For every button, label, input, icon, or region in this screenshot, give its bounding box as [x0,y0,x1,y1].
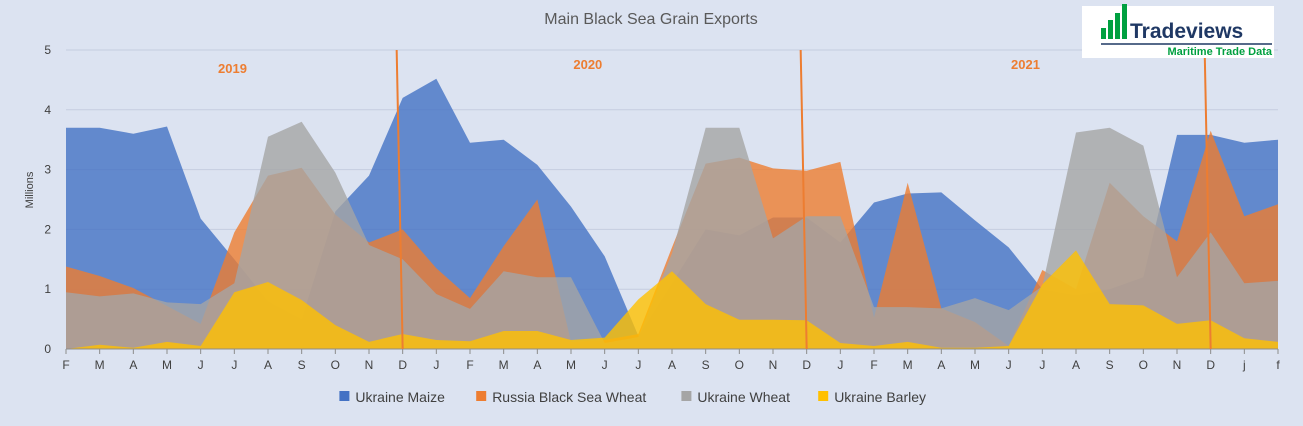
y-tick-label: 2 [44,222,51,236]
x-tick-label: F [62,358,69,372]
series-area-ukraine-barley [66,250,1278,349]
chart-title: Main Black Sea Grain Exports [544,11,757,28]
axes: 0 1 2 3 4 5 F M A M J J A S O N D J F M A M J J A S O N D J F M A M J J A S O N… [44,43,1280,372]
x-tick-label: D [1206,358,1215,372]
x-tick-label: S [702,358,710,372]
x-tick-label: M [566,358,576,372]
x-tick-label: M [95,358,105,372]
y-tick-label: 3 [44,163,51,177]
y-tick-label: 1 [44,282,51,296]
series-areas [66,78,1278,349]
x-tick-label: O [735,358,744,372]
x-tick-label: M [162,358,172,372]
legend-label: Ukraine Wheat [697,389,790,405]
x-tick-label: M [499,358,509,372]
y-tick-label: 4 [44,103,51,117]
x-tick-label: J [635,358,641,372]
x-tick-label: O [1139,358,1148,372]
bar-chart-icon [1101,4,1127,39]
x-tick-label: J [602,358,608,372]
legend-swatch [818,391,829,401]
x-tick-label: N [365,358,374,372]
tradeviews-logo: Tradeviews Maritime Trade Data [1082,4,1274,58]
x-tick-label: D [398,358,407,372]
legend-swatch [339,391,350,401]
year-labels: 2019 2020 2021 [218,57,1040,76]
x-tick-label: f [1276,358,1280,372]
legend-swatch [476,391,487,401]
x-tick-label: J [433,358,439,372]
x-tick-label: A [533,358,541,372]
x-tick-label: j [1242,358,1246,372]
x-tick-label: A [1072,358,1080,372]
legend-label: Russia Black Sea Wheat [492,389,646,405]
legend-swatch [681,391,692,401]
x-tick-label: D [802,358,811,372]
legend-label: Ukraine Maize [355,389,445,405]
x-tick-label: N [769,358,778,372]
y-tick-label: 5 [44,43,51,57]
x-tick-label: F [870,358,877,372]
legend: Ukraine Maize Russia Black Sea Wheat Ukrai… [339,389,926,405]
year-separator-line [395,49,404,350]
x-tick-label: M [970,358,980,372]
x-tick-label: J [1006,358,1012,372]
logo-background [1082,6,1274,58]
x-tick-label: A [937,358,945,372]
x-tick-label: A [129,358,137,372]
year-label: 2019 [218,61,247,76]
x-tick-label: N [1173,358,1182,372]
x-tick-label: S [298,358,306,372]
series-area-ukraine-wheat [66,121,1278,349]
x-tick-label: S [1106,358,1114,372]
year-separators [395,49,1212,350]
year-label: 2021 [1011,57,1040,72]
x-tick-label: A [668,358,676,372]
x-tick-label: J [198,358,204,372]
year-separator-line [799,49,808,350]
x-tick-label: J [231,358,237,372]
x-tick-label: M [903,358,913,372]
logo-tagline: Maritime Trade Data [1167,46,1272,58]
year-separator-line [1203,49,1212,350]
legend-label: Ukraine Barley [834,389,926,405]
y-tick-label: 0 [44,342,51,356]
logo-name: Tradeviews [1130,20,1243,43]
x-tick-label: F [466,358,473,372]
x-tick-label: A [264,358,272,372]
x-tick-label: O [331,358,340,372]
x-tick-label: J [837,358,843,372]
y-axis-label: Millions [24,171,36,208]
x-tick-label: J [1039,358,1045,372]
year-label: 2020 [573,57,602,72]
